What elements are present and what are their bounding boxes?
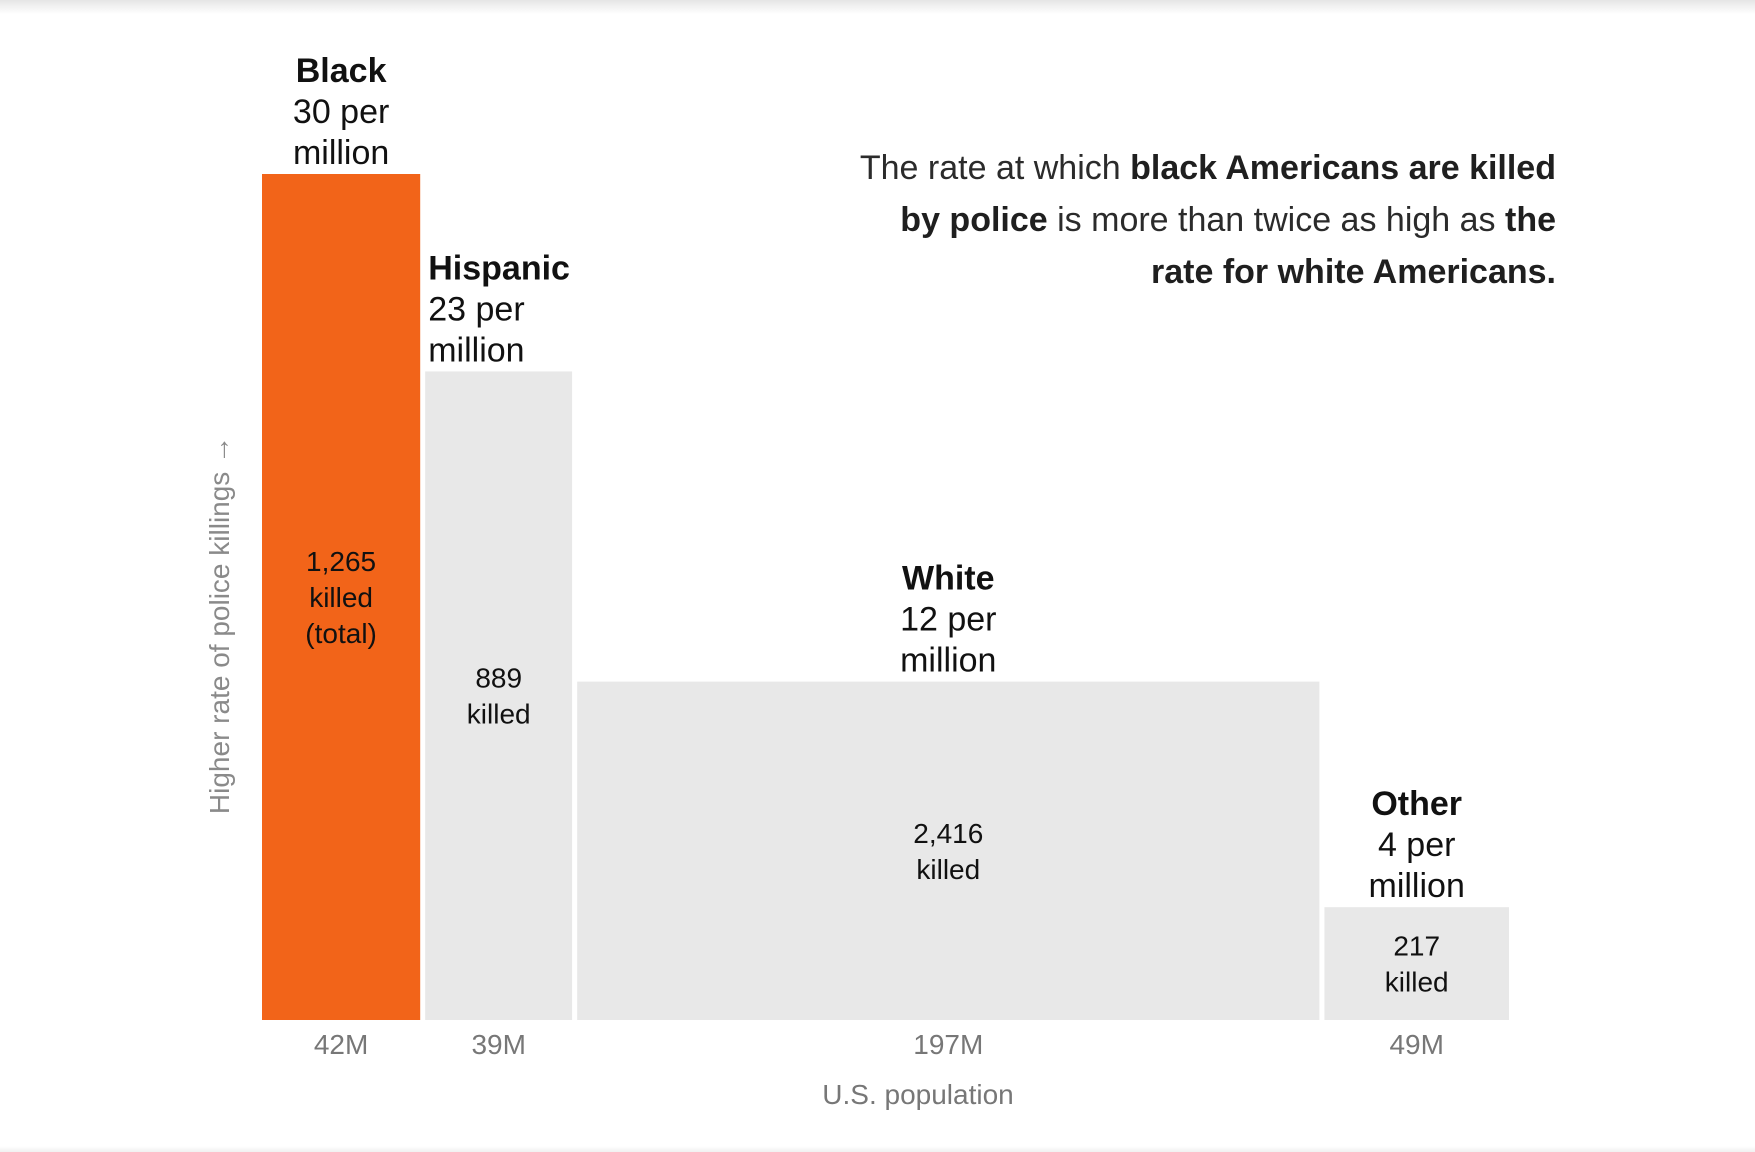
rate-unit-label-hispanic: million [428, 331, 524, 369]
killed-label-black-line-3: (total) [305, 618, 377, 649]
rate-unit-label-black: million [293, 134, 389, 172]
top-shadow [0, 0, 1755, 14]
bar-hispanic [425, 371, 573, 1020]
killed-label-hispanic-line-2: killed [467, 699, 531, 730]
annotation-segment-2: black Americans are killed by police [900, 149, 1556, 239]
killed-label-white-line-1: 2,416 [913, 818, 983, 849]
chart-annotation: The rate at which black Americans are ki… [836, 142, 1556, 298]
killed-label-other-line-2: killed [1385, 967, 1449, 998]
rate-label-black: 30 per [293, 93, 389, 131]
bar-black [262, 174, 421, 1020]
population-label-other: 49M [1389, 1029, 1443, 1060]
population-label-black: 42M [314, 1029, 368, 1060]
killed-label-other-line-1: 217 [1393, 931, 1440, 962]
annotation-segment-4: the rate for white Americans. [1151, 201, 1556, 291]
category-label-white: White [902, 560, 995, 598]
category-label-hispanic: Hispanic [428, 249, 570, 287]
y-axis-label: Higher rate of police killings → [204, 436, 235, 814]
x-axis-label: U.S. population [822, 1079, 1013, 1110]
rate-unit-label-other: million [1369, 867, 1465, 905]
category-label-black: Black [296, 52, 387, 90]
population-label-hispanic: 39M [471, 1029, 525, 1060]
annotation-segment-3: is more than twice as high as [1047, 201, 1505, 239]
category-label-other: Other [1371, 785, 1462, 823]
bar-white [577, 681, 1320, 1020]
killed-label-black-line-2: killed [309, 582, 373, 613]
rate-label-other: 4 per [1378, 826, 1456, 864]
bar-other [1324, 907, 1509, 1020]
killed-label-white-line-2: killed [916, 854, 980, 885]
population-label-white: 197M [913, 1029, 983, 1060]
rate-label-hispanic: 23 per [428, 290, 524, 328]
rate-unit-label-white: million [900, 642, 996, 680]
bars-layer [262, 174, 1509, 1020]
rate-label-white: 12 per [900, 601, 996, 639]
killed-label-hispanic-line-1: 889 [475, 663, 522, 694]
killed-label-black-line-1: 1,265 [306, 546, 376, 577]
annotation-segment-1: The rate at which [859, 149, 1131, 187]
bottom-border [0, 1146, 1755, 1152]
